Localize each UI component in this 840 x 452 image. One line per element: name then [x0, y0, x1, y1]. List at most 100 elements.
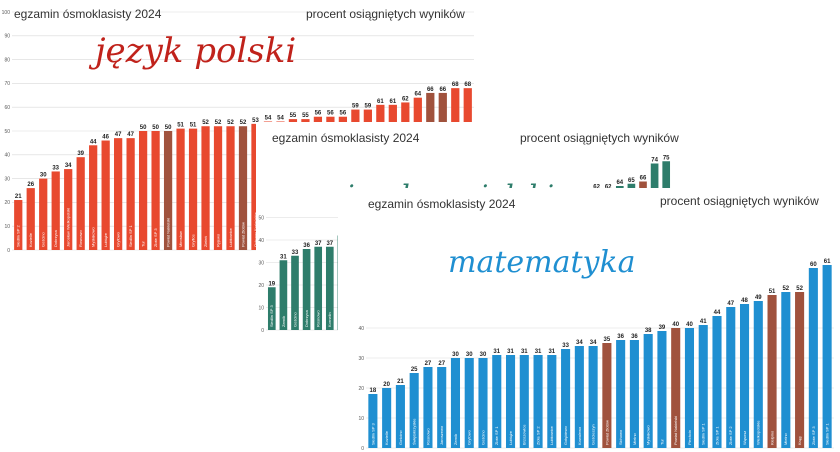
- data-label: 60: [810, 262, 817, 268]
- data-label: 34: [576, 340, 583, 346]
- category-label: Zernik: [281, 316, 286, 327]
- data-label: 50: [165, 125, 172, 131]
- data-label: 50: [140, 125, 147, 131]
- category-label: Zieleń: [203, 236, 208, 247]
- subject-label: matematyka: [448, 245, 636, 280]
- data-label: 66: [640, 176, 647, 182]
- data-label: 54: [277, 115, 284, 121]
- bar: [547, 355, 557, 448]
- y-tick-label: 10: [4, 224, 10, 230]
- data-label: 61: [377, 99, 384, 105]
- category-label: Gościno: [41, 232, 46, 247]
- bar: [325, 246, 334, 330]
- data-label: 18: [370, 388, 377, 394]
- category-label: Świętokrzyskie: [412, 418, 417, 445]
- data-label: 40: [672, 322, 679, 328]
- data-label: 54: [265, 115, 272, 121]
- bar: [395, 385, 405, 448]
- bar: [368, 394, 378, 448]
- category-label: Zlote SP 2: [728, 426, 733, 445]
- data-label: 37: [326, 241, 333, 247]
- bar: [588, 346, 598, 448]
- y-tick-label: 10: [358, 416, 364, 422]
- category-label: Powiat Nakielski: [673, 416, 678, 445]
- data-label: 21: [15, 194, 22, 200]
- bar: [450, 358, 461, 448]
- y-tick-label: 40: [258, 238, 264, 244]
- bar: [712, 316, 722, 448]
- bar: [279, 260, 288, 330]
- category-label: Tur: [141, 240, 146, 247]
- bar: [464, 358, 474, 448]
- y-tick-label: 40: [4, 153, 10, 159]
- y-tick-label: 20: [258, 283, 264, 289]
- data-label: 20: [383, 382, 390, 388]
- data-label: 30: [452, 352, 459, 358]
- data-label: 39: [77, 151, 84, 157]
- category-label: Mysłakowo: [646, 424, 651, 445]
- category-label: Siedlin SP 1: [128, 225, 133, 247]
- data-label: 64: [414, 92, 421, 98]
- data-label: 19: [268, 281, 275, 287]
- bar: [602, 343, 612, 448]
- data-label: 31: [521, 349, 528, 355]
- chart-subtitle: procent osiągniętych wyników: [660, 194, 819, 208]
- bar: [437, 367, 447, 448]
- data-label: 61: [389, 99, 396, 105]
- bar: [808, 268, 818, 448]
- data-label: 35: [604, 337, 611, 343]
- bar: [533, 355, 543, 448]
- category-label: Gościno: [480, 430, 485, 445]
- bar: [238, 126, 248, 250]
- bar: [302, 249, 311, 330]
- category-label: Gościno: [398, 430, 403, 445]
- category-label: Piechcin: [687, 430, 692, 445]
- category-label: Zlote SP 3: [811, 426, 816, 445]
- data-label: 64: [616, 180, 623, 186]
- data-label: 31: [548, 349, 555, 355]
- data-label: 21: [397, 379, 404, 385]
- data-label: 27: [425, 361, 432, 367]
- y-tick-label: 30: [4, 176, 10, 182]
- bar: [616, 340, 626, 448]
- bar: [291, 255, 299, 330]
- category-label: Zlote SP 1: [714, 426, 719, 445]
- bar: [114, 138, 123, 250]
- category-label: Powiat Złotów: [240, 222, 245, 247]
- data-label: 44: [90, 139, 97, 145]
- bar: [176, 128, 185, 250]
- data-label: 31: [280, 254, 287, 260]
- category-label: Ryjewo: [215, 233, 220, 247]
- data-label: 52: [202, 120, 209, 126]
- category-label: Mielno: [783, 432, 788, 445]
- bar: [14, 200, 23, 250]
- bar: [188, 128, 198, 250]
- category-label: Powiat Złotów: [604, 420, 609, 445]
- category-label: Gryfowo: [116, 231, 121, 247]
- data-label: 49: [755, 295, 762, 301]
- y-tick-label: 100: [2, 10, 11, 16]
- category-label: Dobrzyca: [304, 309, 309, 327]
- chart-matematyka: 0 10 20 30 40 18 Siedlin SP 3 20 Kozielle 21 Gości…: [338, 188, 840, 452]
- category-label: Mirosław: [178, 231, 183, 247]
- data-label: 30: [466, 352, 473, 358]
- data-label: 39: [659, 325, 666, 331]
- data-label: 53: [252, 118, 259, 124]
- data-label: 52: [782, 286, 789, 292]
- bar: [39, 178, 48, 250]
- data-label: 37: [315, 241, 322, 247]
- bar: [561, 349, 571, 448]
- category-label: Tur: [659, 438, 664, 445]
- chart-subtitle: procent osiągniętych wyników: [306, 7, 465, 21]
- category-label: Zlote SP 3: [153, 228, 158, 247]
- data-label: 30: [480, 352, 487, 358]
- category-label: Rosnowo: [316, 310, 321, 327]
- data-label: 47: [115, 132, 122, 138]
- category-label: Gościno: [292, 312, 297, 327]
- category-label: Mielno: [632, 432, 637, 445]
- bar: [698, 325, 708, 448]
- data-label: 56: [327, 111, 334, 117]
- category-label: Brzozowice: [522, 424, 527, 445]
- chart-subtitle: procent osiągniętych wyników: [520, 131, 679, 145]
- data-label: 52: [240, 120, 247, 126]
